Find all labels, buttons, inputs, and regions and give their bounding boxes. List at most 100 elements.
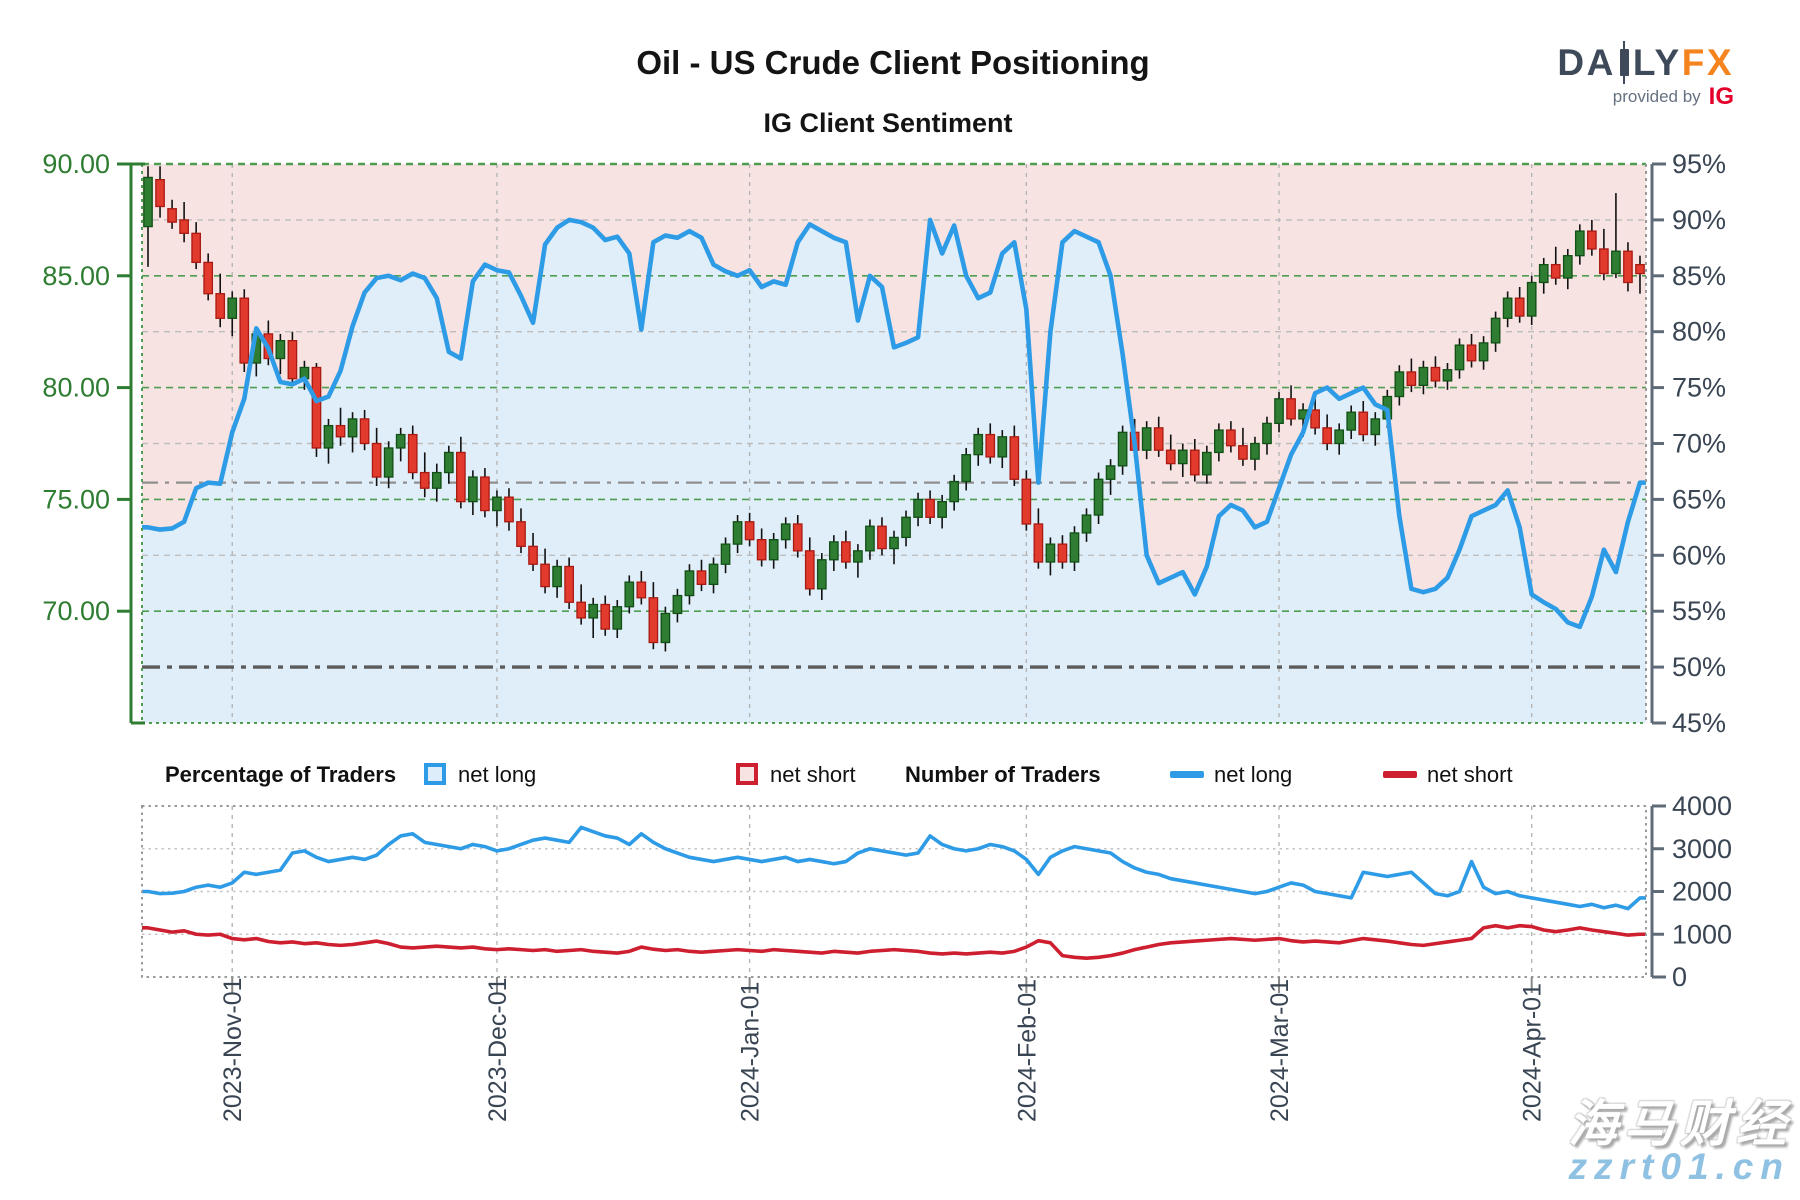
chart-subtitle: IG Client Sentiment [763,108,1013,138]
ig-logo: IG [1708,83,1734,110]
percent-tick-label: 45% [1672,708,1726,738]
candle-bearish [1406,371,1417,387]
percent-tick-label: 95% [1672,149,1726,179]
candle-bullish [1562,255,1573,279]
candle-bullish [889,536,899,550]
legend-header-percentage: Percentage of Traders [165,762,397,787]
legend-swatch-net-short [736,763,758,785]
candle-bearish [371,442,382,478]
logo-text-fx: FX [1681,42,1734,83]
candle-bullish [492,496,502,512]
net-long-region [142,219,1646,723]
watermark-brand: 海马财经 [1568,1096,1792,1152]
candle-bearish [215,293,226,319]
candle-bullish [1370,418,1381,436]
watermark-url: zzrt01.cn [1568,1146,1790,1187]
candle-bearish [1635,263,1645,275]
candle-bullish [1418,366,1429,387]
legend-header-number: Number of Traders [905,762,1101,787]
percent-tick-label: 85% [1672,261,1726,291]
candle-bearish [1021,478,1032,525]
candle-bearish [179,219,189,234]
candle-bearish [1286,398,1296,420]
candle-bullish [1611,250,1621,275]
candle-bullish [1069,532,1080,563]
candlestick-icon [1619,41,1629,84]
candle-bullish [684,570,695,597]
logo-text-da: DA [1557,42,1616,83]
percent-tick-label: 55% [1672,596,1726,626]
provided-by-label: provided by [1612,87,1701,106]
net-short-count-line [142,923,1646,960]
traders-tick-label: 2000 [1672,877,1732,907]
candle-bullish [853,550,863,563]
price-tick-label: 75.00 [42,484,110,514]
candle-bearish [841,541,851,563]
traders-tick-label: 1000 [1672,919,1732,949]
candle-bullish [997,436,1008,458]
price-tick-label: 80.00 [42,373,110,403]
dailyfx-logo: DA LY FX provided by IG [1557,41,1734,110]
candle-bullish [1502,297,1513,319]
candle-bullish [816,559,827,590]
candle-bullish [732,521,743,545]
candle-bearish [1226,429,1236,447]
candle-bullish [588,603,599,619]
candle-bullish [828,541,839,561]
percent-tick-label: 90% [1672,205,1726,235]
candle-bullish [913,498,923,518]
candle-bearish [985,433,996,458]
candle-bearish [756,538,767,561]
percent-tick-label: 80% [1672,317,1726,347]
candle-bullish [395,433,406,449]
candle-bearish [648,597,659,644]
candle-bearish [1550,263,1561,279]
candle-bullish [937,500,947,518]
net-long-percentage-line [142,217,1646,630]
candle-bullish [780,523,791,541]
candle-bearish [576,601,587,619]
date-tick-label: 2024-Jan-01 [737,982,765,1122]
candle-bullish [865,525,875,552]
candle-bearish [1238,445,1248,460]
candle-bearish [480,476,490,512]
candle-bearish [239,297,250,364]
date-tick-label: 2024-Apr-01 [1519,983,1547,1122]
candle-bearish [1358,411,1369,436]
candle-bearish [564,565,574,603]
percent-axis: 95% 90% 85% 80% 75% 70% 65% 60% 55% 50% 45% [1650,149,1726,738]
candle-bearish [504,496,514,523]
traders-tick-label: 4000 [1672,791,1732,821]
candle-bearish [1466,344,1477,362]
date-tick-label: 2024-Mar-01 [1266,979,1294,1122]
candle-bullish [1045,543,1056,563]
candle-bearish [1057,543,1068,563]
candle-bullish [1141,427,1152,451]
candle-bullish [431,471,442,489]
candle-bearish [877,525,887,550]
candle-bearish [1033,523,1044,563]
candle-bearish [1310,409,1320,429]
page-title: Oil - US Crude Client Positioning [636,44,1150,81]
main-chart: 90.00 85.00 80.00 75.00 70.00 95% 90% 85% 80% 75%… [42,149,1726,738]
candle-bearish [203,261,214,295]
legend-swatch-net-long [424,763,446,785]
legend-label-num-net-long: net long [1214,762,1293,787]
percent-tick-label: 75% [1672,373,1726,403]
price-tick-label: 85.00 [42,261,110,291]
candle-bearish [335,424,346,438]
price-tick-label: 70.00 [42,596,110,626]
candle-bearish [1165,449,1176,465]
candle-bearish [925,498,935,518]
candle-bearish [1322,427,1333,445]
candle-bearish [287,339,298,380]
legend-label-num-net-short: net short [1427,762,1513,787]
candle-bullish [708,563,719,586]
candle-bullish [660,612,671,644]
candle-bearish [1587,230,1597,250]
candle-bullish [961,454,972,483]
candle-bullish [323,424,334,449]
percent-tick-label: 50% [1672,652,1726,682]
candle-bearish [455,451,466,503]
